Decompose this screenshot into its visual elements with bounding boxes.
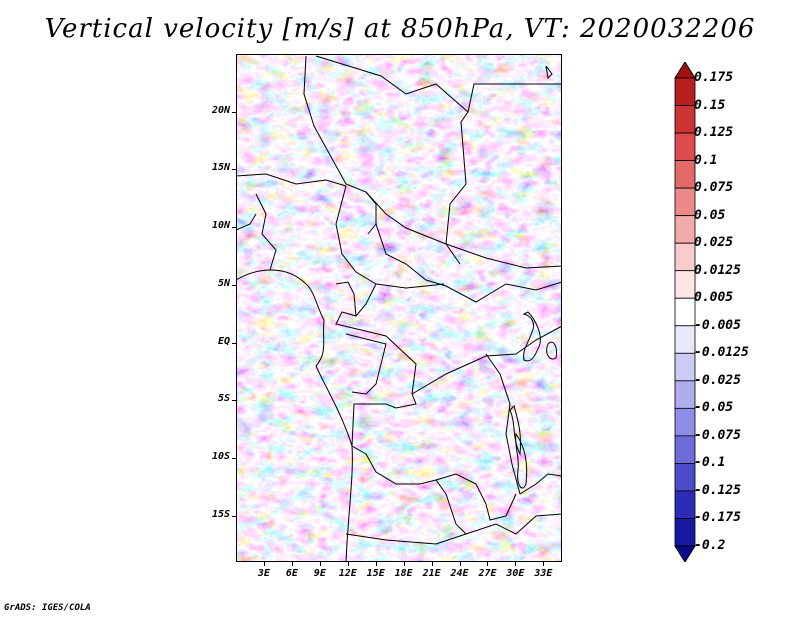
map-title: Vertical velocity [m/s] at 850hPa, VT: 2…: [44, 14, 756, 44]
lat-tick-label: 10S: [211, 451, 230, 463]
legend-label: 0.075: [694, 180, 734, 196]
legend-color-box: [674, 463, 696, 492]
legend-label: -0.2: [694, 538, 726, 553]
lon-tick-label: 27E: [478, 568, 497, 579]
legend-color-box: [674, 352, 696, 382]
lon-tick-label: 12E: [338, 568, 357, 579]
lon-tick-mark: [487, 562, 489, 566]
legend-label: -0.175: [694, 510, 741, 526]
legend-label: -0.05: [694, 400, 734, 416]
lon-tick-label: 21E: [422, 568, 441, 579]
lat-tick-mark: [232, 400, 236, 402]
legend-color-box: [674, 132, 696, 161]
legend-color-box: [674, 187, 696, 217]
lat-tick-label: 10N: [211, 220, 230, 232]
lon-tick-mark: [459, 562, 461, 566]
legend-color-box: [674, 325, 696, 354]
lon-tick-label: 18E: [394, 568, 413, 579]
grads-credit: GrADS: IGES/COLA: [4, 603, 91, 613]
legend-label: -0.025: [694, 372, 741, 388]
lon-tick-mark: [291, 562, 293, 566]
legend-label: 0.0125: [694, 262, 741, 278]
legend-color-box: [674, 435, 696, 464]
lat-tick-mark: [232, 227, 236, 229]
legend-label: 0.05: [694, 207, 726, 223]
lat-tick-label: 5N: [217, 277, 230, 289]
legend-label: -0.1: [694, 455, 726, 471]
legend-bottom-arrow: [674, 545, 696, 562]
vertical-velocity-map: [236, 54, 562, 562]
legend-label: 0.005: [694, 290, 734, 306]
lat-tick-mark: [232, 342, 236, 344]
country-borders: [236, 55, 562, 562]
legend-color-box: [674, 242, 696, 272]
lon-tick-mark: [403, 562, 405, 566]
velocity-field: [236, 54, 562, 562]
legend-label: 0.15: [694, 97, 726, 113]
lat-tick-label: 15S: [211, 508, 230, 520]
legend-label: 0.1: [694, 152, 718, 168]
lon-tick-mark: [543, 562, 545, 566]
lon-tick-label: 33E: [534, 568, 553, 579]
lon-tick-label: 3E: [257, 568, 270, 579]
legend-color-box: [674, 490, 696, 519]
lon-tick-mark: [347, 562, 349, 566]
lat-tick-mark: [232, 458, 236, 460]
legend-label: -0.0125: [694, 345, 749, 361]
lon-tick-label: 30E: [506, 568, 525, 579]
legend-color-box: [674, 297, 696, 327]
legend-color-box: [674, 160, 696, 189]
lat-tick-mark: [232, 284, 236, 286]
legend-top-arrow: [674, 62, 696, 79]
lon-tick-mark: [431, 562, 433, 566]
legend-color-box: [674, 380, 696, 409]
color-legend: [674, 62, 696, 562]
lat-tick-label: 20N: [211, 104, 230, 116]
legend-color-box: [674, 407, 696, 437]
legend-color-box: [674, 77, 696, 106]
legend-color-box: [674, 518, 696, 547]
legend-color-box: [674, 105, 696, 134]
lat-tick-label: EQ: [217, 335, 230, 347]
lon-tick-label: 6E: [285, 568, 298, 579]
lat-tick-mark: [232, 515, 236, 517]
lon-tick-mark: [319, 562, 321, 566]
legend-label: 0.175: [694, 70, 734, 85]
lat-tick-mark: [232, 111, 236, 113]
lakes: [509, 65, 557, 489]
lon-tick-label: 15E: [366, 568, 385, 579]
lat-tick-label: 15N: [211, 162, 230, 174]
lat-tick-mark: [232, 169, 236, 171]
lon-tick-mark: [263, 562, 265, 566]
lon-tick-mark: [375, 562, 377, 566]
legend-label: 0.125: [694, 125, 734, 141]
legend-label: -0.125: [694, 482, 741, 498]
lon-tick-label: 24E: [450, 568, 469, 579]
legend-label: -0.075: [694, 427, 741, 443]
legend-label: 0.025: [694, 235, 734, 251]
lon-tick-label: 9E: [313, 568, 326, 579]
legend-color-box: [674, 270, 696, 299]
legend-label: -0.005: [694, 317, 741, 333]
legend-color-box: [674, 215, 696, 244]
lat-tick-label: 5S: [217, 393, 230, 405]
lon-tick-mark: [515, 562, 517, 566]
